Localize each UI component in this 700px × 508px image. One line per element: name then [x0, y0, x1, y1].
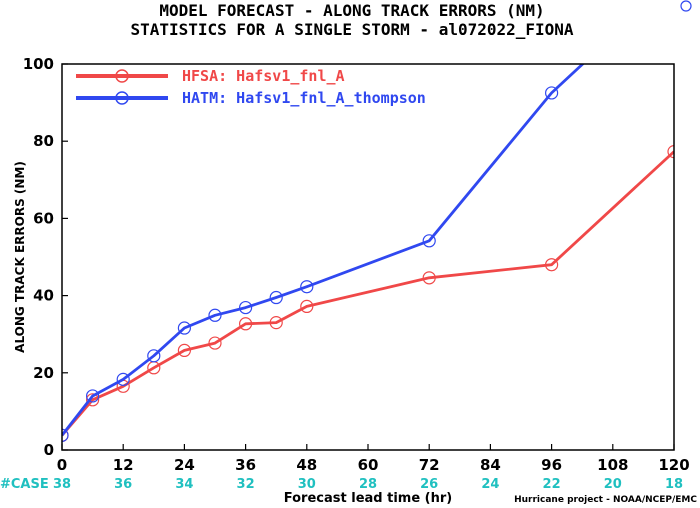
- x-tick-label: 0: [57, 456, 67, 474]
- series-line-hatm: [62, 64, 585, 437]
- data-point-hatm: [85, 389, 100, 403]
- case-count: 20: [604, 477, 622, 492]
- data-point-hfsa: [300, 299, 314, 314]
- series-layer: [62, 64, 674, 442]
- data-point-hfsa: [667, 145, 674, 159]
- plot-frame: [61, 63, 675, 451]
- case-counts: 38 36 34 32 30 28 26 24 22 20 18: [53, 477, 683, 492]
- x-tick-label: 96: [541, 456, 562, 474]
- x-tick-label: 48: [296, 456, 317, 474]
- data-point-hfsa: [208, 336, 222, 350]
- data-point-hfsa: [422, 271, 436, 285]
- y-tick-label: 80: [33, 132, 54, 150]
- series-line-hfsa: [62, 150, 674, 437]
- x-tick-label: 120: [658, 456, 689, 474]
- x-tick-label: 60: [358, 456, 379, 474]
- case-count: 18: [665, 477, 683, 492]
- legend-label-hfsa: HFSA: Hafsv1_fnl_A: [182, 67, 345, 85]
- data-point-hatm: [147, 349, 161, 363]
- case-count: 22: [543, 477, 561, 492]
- y-tick-label: 20: [33, 364, 54, 382]
- data-point-hatm: [177, 321, 191, 335]
- y-tick-label: 60: [33, 209, 54, 227]
- y-tick-label: 40: [33, 287, 54, 305]
- legend-label-hatm: HATM: Hafsv1_fnl_A_thompson: [182, 89, 426, 107]
- data-point-hfsa: [269, 316, 283, 330]
- legend-marker-hfsa-icon: [115, 69, 129, 83]
- data-point-hatm: [208, 308, 222, 322]
- x-tick-label: 72: [419, 456, 440, 474]
- data-point-hfsa: [177, 343, 191, 358]
- data-point-hfsa: [239, 317, 253, 331]
- axes: 0 12 24 36 48 60 72 84 96 108 120 0 20 40 60 80 100: [23, 55, 690, 474]
- x-tick-label: 108: [597, 456, 628, 474]
- case-label: #CASE: [0, 477, 49, 492]
- case-count: 30: [298, 477, 316, 492]
- x-tick-label: 36: [235, 456, 256, 474]
- case-count: 28: [359, 477, 377, 492]
- data-point-hatm: [116, 372, 130, 386]
- data-point-hatm: [300, 280, 314, 294]
- x-tick-label: 12: [113, 456, 134, 474]
- case-count: 24: [481, 477, 499, 492]
- case-count: 36: [114, 477, 132, 492]
- data-point-hatm: [422, 234, 436, 248]
- data-point-hfsa: [85, 393, 100, 407]
- y-axis-label: ALONG TRACK ERRORS (NM): [13, 161, 27, 353]
- data-point-hatm: [62, 428, 69, 442]
- case-count: 38: [53, 477, 71, 492]
- case-count: 34: [175, 477, 193, 492]
- data-point-hatm: [544, 86, 559, 100]
- corner-marker-icon: [680, 0, 692, 12]
- x-tick-label: 84: [480, 456, 501, 474]
- legend-marker-hatm-icon: [115, 91, 129, 105]
- x-axis-label: Forecast lead time (hr): [284, 491, 452, 506]
- data-point-hatm: [239, 300, 253, 315]
- chart-subtitle: STATISTICS FOR A SINGLE STORM - al072022…: [130, 20, 573, 39]
- y-tick-label: 0: [44, 441, 54, 459]
- x-tick-label: 24: [174, 456, 195, 474]
- chart-title: MODEL FORECAST - ALONG TRACK ERRORS (NM): [159, 1, 544, 20]
- legend: HFSA: Hafsv1_fnl_A HATM: Hafsv1_fnl_A_th…: [76, 67, 426, 107]
- case-count: 32: [237, 477, 255, 492]
- case-count: 26: [420, 477, 438, 492]
- credit-text: Hurricane project - NOAA/NCEP/EMC: [514, 495, 697, 505]
- data-point-hatm: [269, 290, 283, 305]
- data-point-hfsa: [544, 258, 559, 272]
- y-tick-label: 100: [23, 55, 54, 73]
